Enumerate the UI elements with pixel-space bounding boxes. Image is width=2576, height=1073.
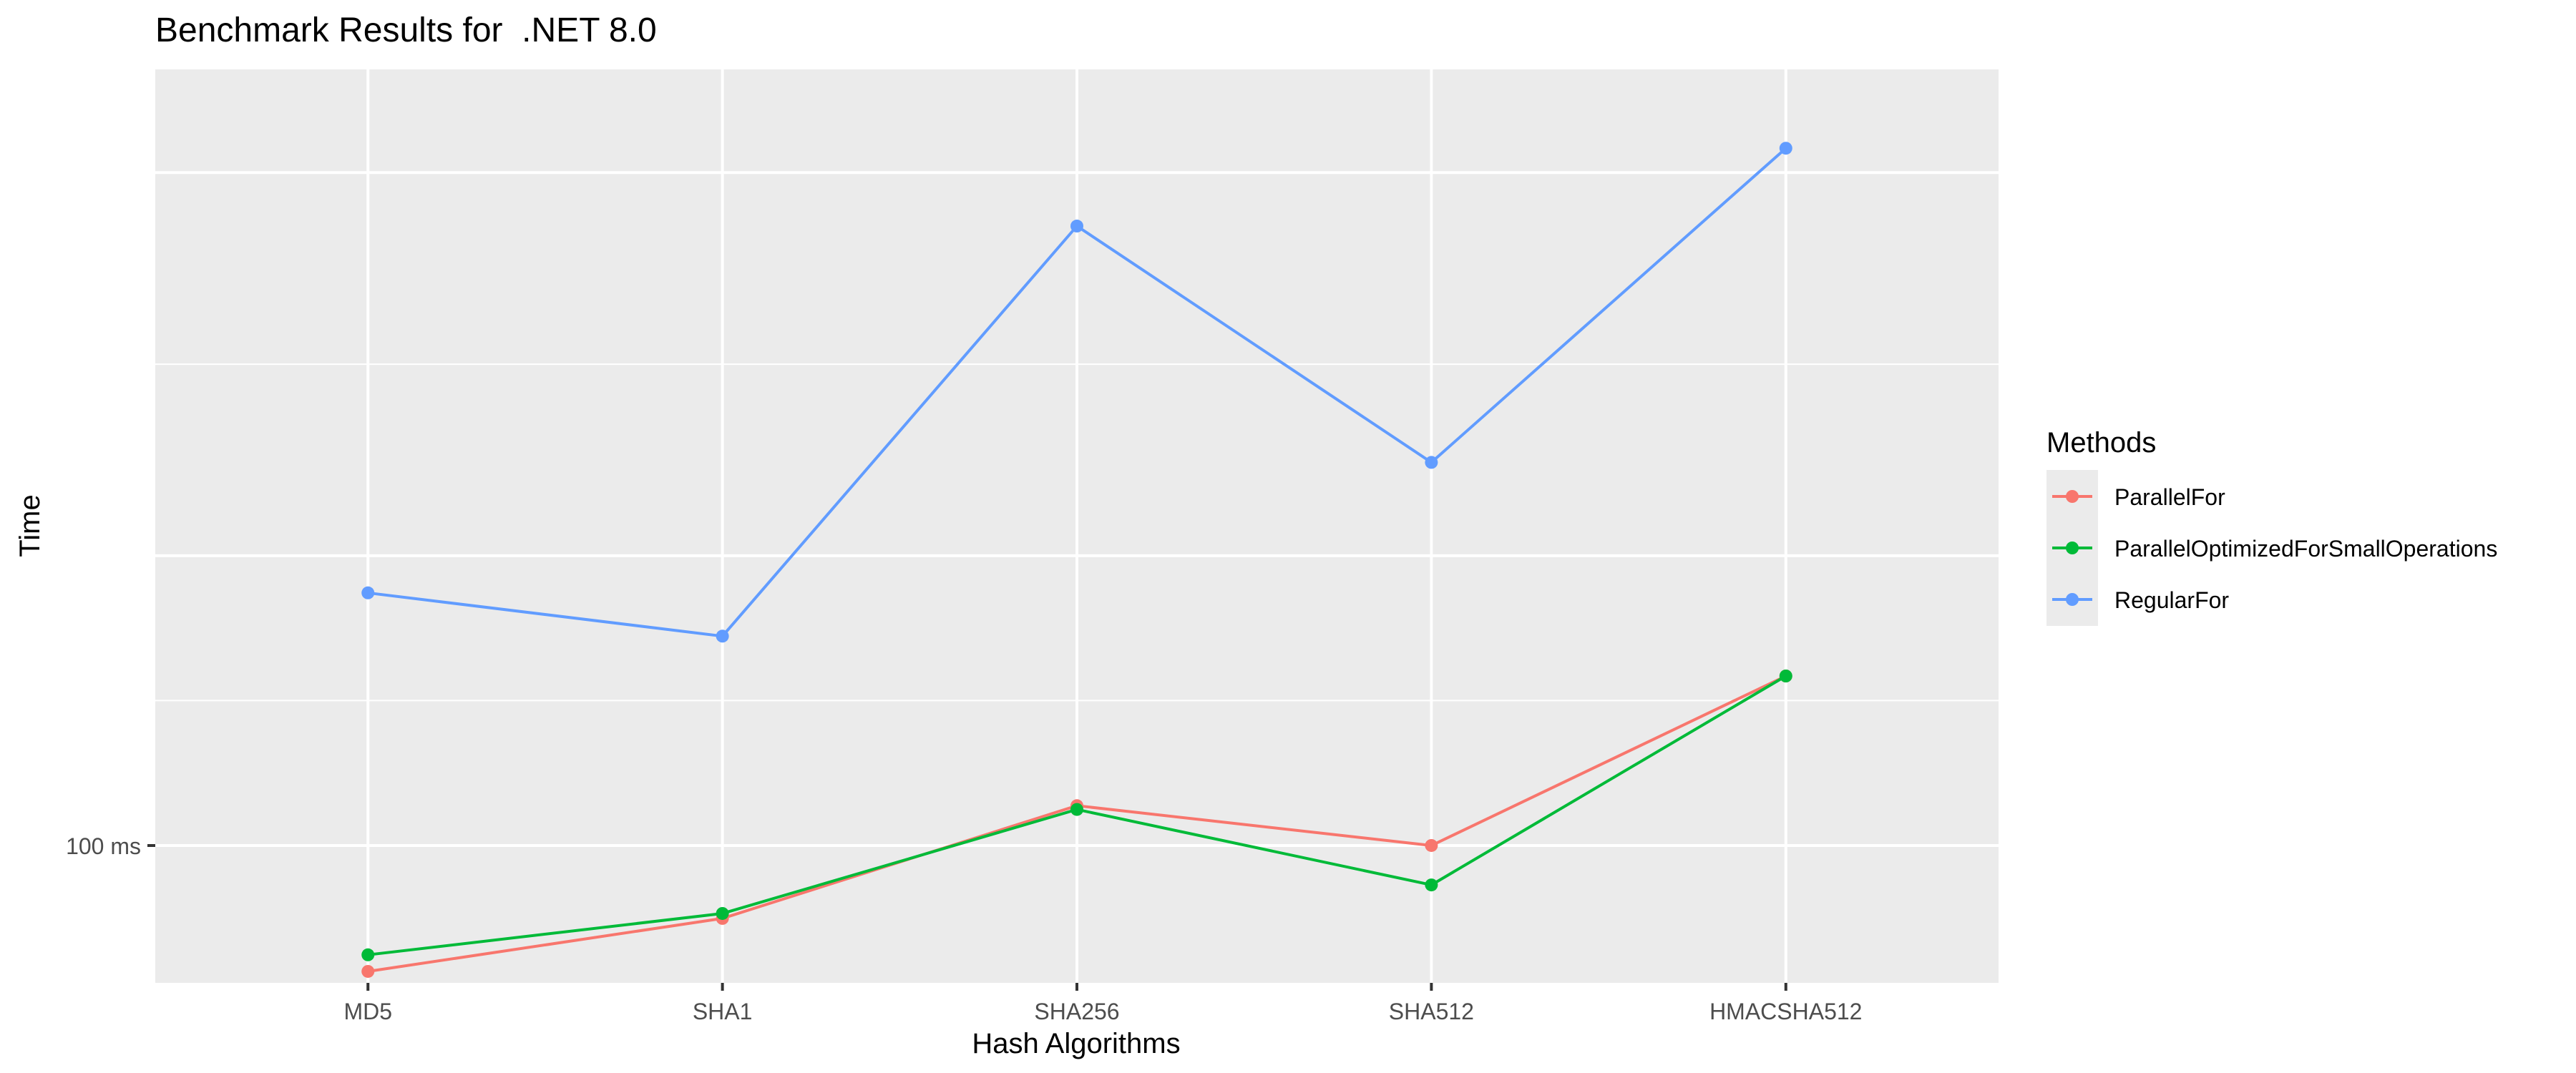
data-point: [1070, 220, 1083, 233]
x-tick-label: SHA512: [1389, 999, 1474, 1024]
legend-key-point: [2066, 593, 2079, 606]
data-point: [716, 906, 729, 920]
y-axis-title: Time: [14, 494, 46, 557]
data-point: [1779, 670, 1792, 683]
y-axis: 100 ms: [66, 833, 155, 859]
x-axis-title: Hash Algorithms: [972, 1028, 1180, 1059]
legend-key-point: [2066, 542, 2079, 554]
data-point: [1425, 838, 1438, 852]
x-axis: MD5 SHA1 SHA256 SHA512 HMACSHA512: [343, 983, 1862, 1024]
legend-label: ParallelFor: [2114, 484, 2225, 510]
series: [361, 670, 1792, 961]
data-point: [361, 586, 375, 599]
data-point: [1425, 878, 1438, 892]
x-tick-label: SHA256: [1034, 999, 1119, 1024]
series: [361, 142, 1792, 643]
legend: Methods ParallelFor ParallelOptimizedForS…: [2046, 427, 2497, 626]
legend-items: ParallelFor ParallelOptimizedForSmallOper…: [2046, 470, 2497, 626]
legend-item: RegularFor: [2052, 587, 2229, 613]
legend-label: ParallelOptimizedForSmallOperations: [2114, 536, 2497, 562]
x-tick-label: HMACSHA512: [1709, 999, 1862, 1024]
chart-title: Benchmark Results for .NET 8.0: [155, 11, 657, 49]
data-point: [361, 948, 375, 961]
legend-key-point: [2066, 490, 2079, 503]
legend-label: RegularFor: [2114, 587, 2229, 613]
legend-item: ParallelFor: [2052, 484, 2225, 510]
legend-title: Methods: [2046, 427, 2156, 459]
x-tick-label: MD5: [343, 999, 392, 1024]
y-tick-label: 100 ms: [66, 833, 141, 859]
major-gridlines: [155, 69, 1999, 983]
data-point: [1779, 142, 1792, 155]
data-point: [716, 629, 729, 643]
x-tick-label: SHA1: [693, 999, 753, 1024]
data-point: [1425, 456, 1438, 469]
series-layer: [361, 142, 1792, 978]
data-point: [361, 964, 375, 978]
data-point: [1070, 803, 1083, 816]
legend-item: ParallelOptimizedForSmallOperations: [2052, 536, 2497, 562]
